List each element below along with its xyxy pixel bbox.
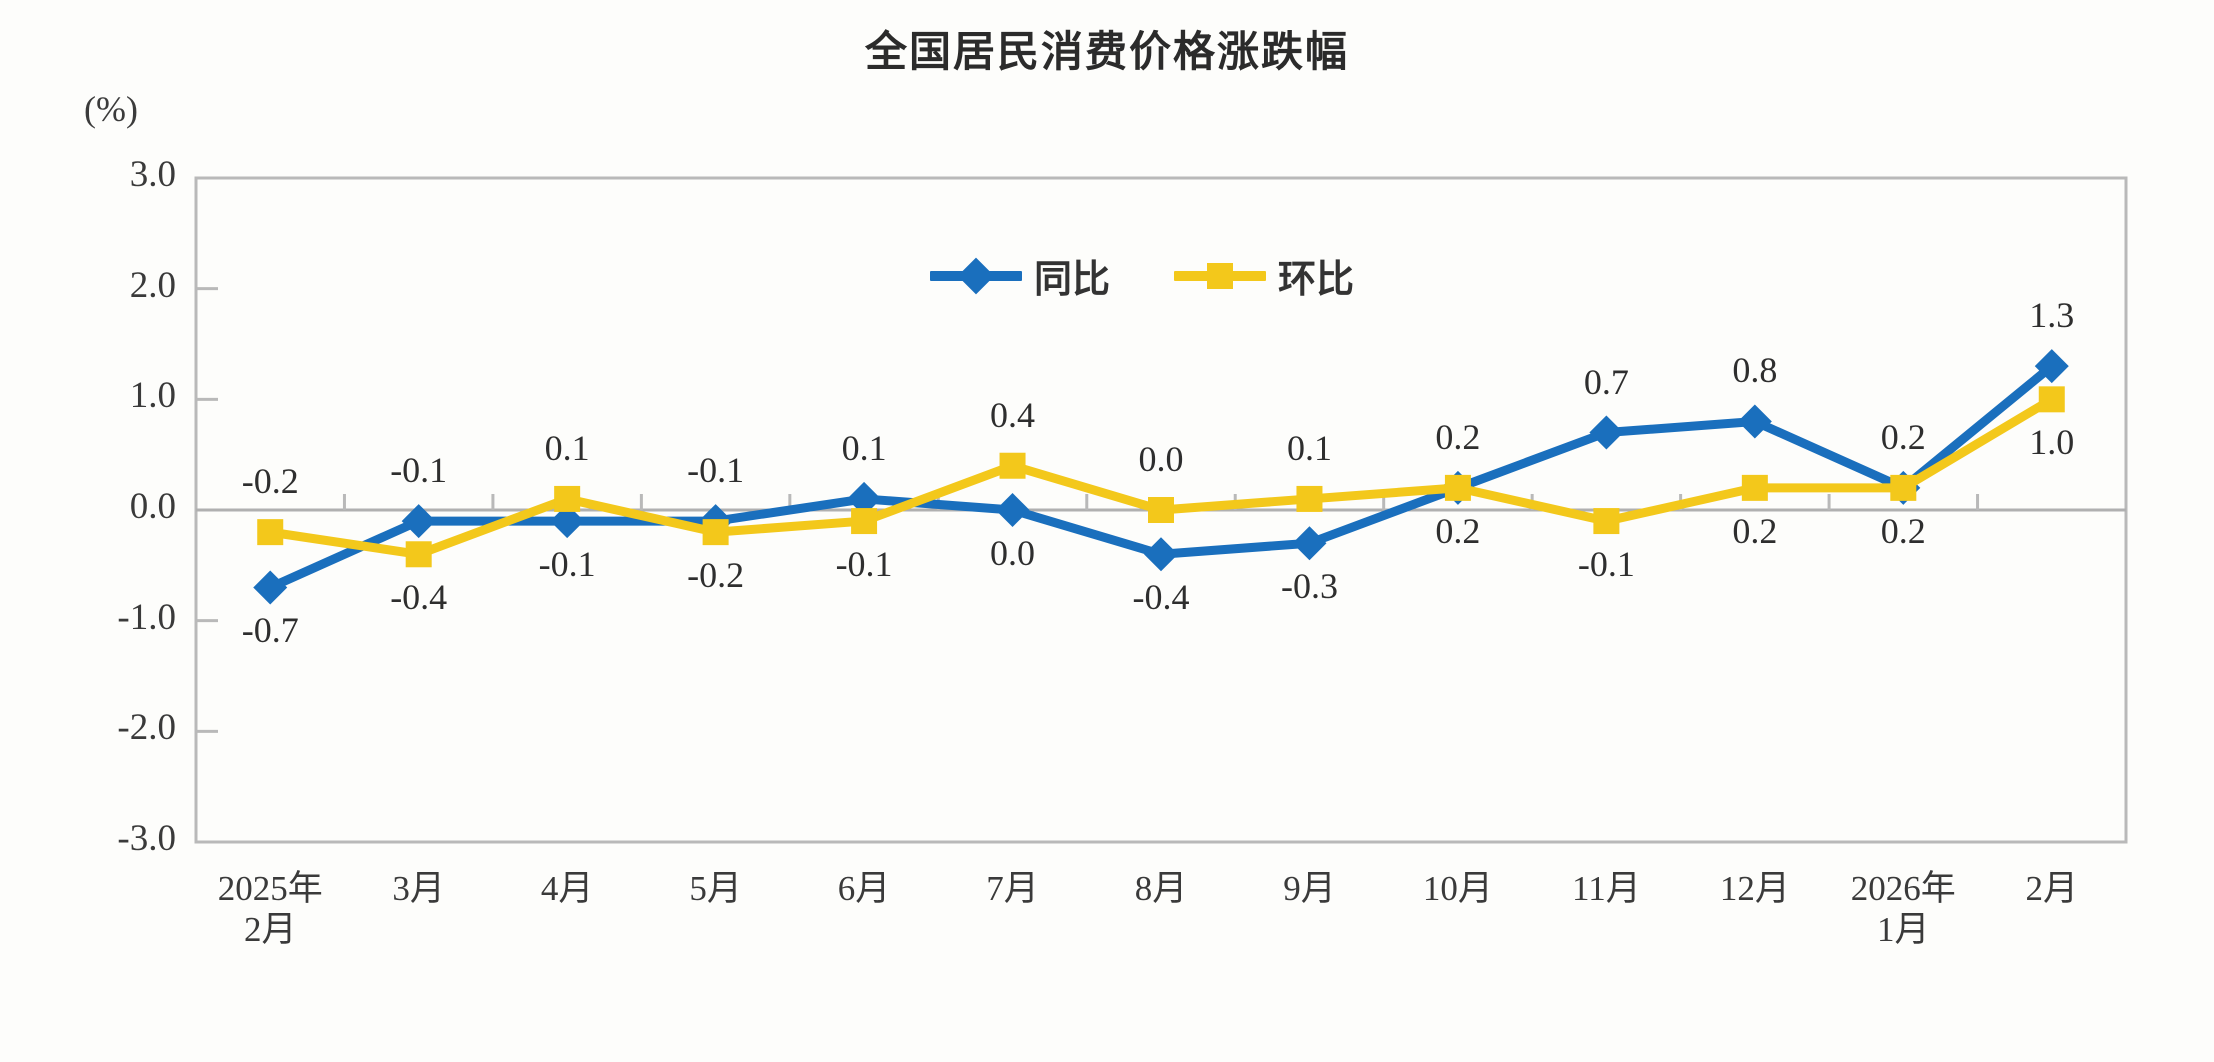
- data-marker-square: [1148, 497, 1174, 523]
- data-marker-diamond: [1589, 415, 1624, 450]
- data-label: 0.8: [1732, 350, 1778, 391]
- x-axis-tick: 8月: [1134, 869, 1188, 908]
- data-marker-diamond: [1292, 526, 1327, 561]
- data-label: -0.3: [1280, 566, 1338, 607]
- y-axis-unit-label: (%): [84, 89, 138, 129]
- x-axis-tick: 6月: [837, 869, 891, 908]
- data-marker-diamond: [847, 481, 882, 516]
- y-axis-tick: 1.0: [129, 375, 176, 417]
- data-marker-square: [1890, 474, 1917, 501]
- data-label: 0.2: [1880, 416, 1926, 457]
- y-axis-tick: 0.0: [129, 486, 176, 527]
- data-label: -0.4: [1132, 577, 1190, 618]
- data-label: 0.2: [1435, 416, 1481, 457]
- legend-swatch-icon: [1174, 262, 1267, 289]
- x-axis-tick: 5月: [689, 869, 742, 908]
- y-axis-tick: 3.0: [129, 154, 176, 195]
- data-label: 0.4: [990, 394, 1036, 435]
- y-axis-tick: 2.0: [129, 264, 176, 306]
- legend-item-yoy[interactable]: 同比: [930, 248, 1110, 303]
- data-marker-square: [554, 485, 581, 512]
- data-label: -0.2: [687, 555, 745, 596]
- data-label: -0.2: [241, 461, 299, 502]
- data-marker-diamond: [995, 493, 1030, 527]
- data-label: -0.4: [390, 577, 448, 618]
- data-marker-diamond: [1737, 404, 1772, 439]
- data-marker-diamond: [253, 570, 288, 605]
- legend-item-mom[interactable]: 环比: [1174, 248, 1354, 303]
- x-axis-tick: 2025年 2月: [217, 869, 323, 950]
- data-label: -0.1: [538, 544, 596, 585]
- x-axis-tick: 11月: [1572, 869, 1641, 908]
- data-label: 1.3: [2029, 295, 2075, 336]
- data-label: -0.7: [241, 610, 299, 651]
- y-axis-tick: -3.0: [117, 818, 176, 859]
- data-label: 0.1: [1286, 427, 1332, 468]
- x-axis-tick: 12月: [1719, 869, 1790, 908]
- data-marker-square: [999, 452, 1026, 479]
- data-label: 0.2: [1435, 510, 1481, 551]
- data-label: 0.0: [990, 533, 1036, 573]
- data-marker-square: [405, 541, 432, 568]
- data-marker-square: [1741, 474, 1768, 501]
- data-label: 0.7: [1583, 361, 1629, 402]
- legend-label: 环比: [1278, 257, 1355, 301]
- data-marker-diamond: [401, 504, 436, 539]
- data-marker-diamond: [2034, 349, 2069, 384]
- y-axis-tick: -1.0: [117, 596, 176, 638]
- data-marker-square: [702, 519, 729, 546]
- data-label: -0.1: [835, 544, 893, 585]
- data-label: -0.1: [687, 450, 745, 491]
- x-axis-tick: 2月: [2025, 869, 2079, 908]
- data-marker-square: [257, 519, 284, 546]
- diamond-marker-icon: [957, 257, 995, 294]
- data-label: 0.2: [1732, 510, 1778, 551]
- data-label: -0.1: [1577, 544, 1635, 585]
- data-marker-square: [1593, 508, 1620, 535]
- square-marker-icon: [1207, 262, 1234, 289]
- data-label: -0.1: [390, 450, 448, 491]
- data-label: 0.2: [1880, 510, 1926, 551]
- x-axis-tick: 9月: [1283, 869, 1336, 908]
- legend-swatch-icon: [930, 257, 1022, 294]
- data-label: 0.1: [841, 427, 887, 468]
- data-marker-diamond: [550, 504, 585, 539]
- y-axis-tick: -2.0: [117, 707, 176, 749]
- x-axis-tick: 3月: [392, 869, 445, 908]
- data-marker-square: [2038, 386, 2065, 413]
- chart-title: 全国居民消费价格涨跌幅: [864, 27, 1349, 76]
- chart-legend: 同比 环比: [930, 248, 1354, 303]
- data-label: 0.1: [544, 427, 590, 468]
- legend-label: 同比: [1034, 257, 1111, 301]
- data-label: 0.0: [1138, 439, 1184, 479]
- x-axis-tick: 4月: [540, 869, 594, 908]
- data-marker-square: [1444, 474, 1471, 501]
- data-marker-square: [851, 508, 878, 535]
- x-axis-tick: 7月: [986, 869, 1039, 908]
- x-axis-tick: 10月: [1422, 869, 1493, 908]
- data-label: 1.0: [2029, 422, 2075, 463]
- data-marker-square: [1296, 485, 1323, 512]
- x-axis-tick: 2026年 1月: [1850, 869, 1956, 950]
- data-marker-diamond: [1144, 537, 1178, 572]
